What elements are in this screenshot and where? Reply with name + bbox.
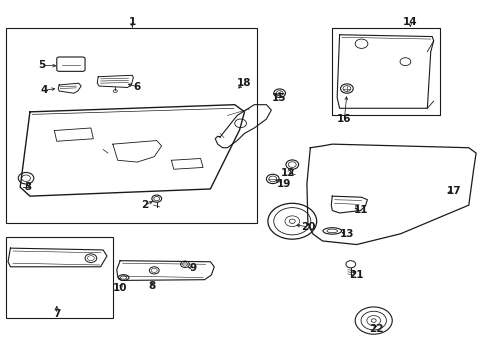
Text: 19: 19: [276, 179, 290, 189]
Text: 3: 3: [24, 182, 31, 192]
Text: 9: 9: [189, 263, 197, 273]
Text: 20: 20: [300, 222, 314, 231]
Text: 21: 21: [349, 270, 363, 280]
Text: 7: 7: [53, 310, 61, 319]
Text: 14: 14: [402, 17, 417, 27]
Text: 11: 11: [353, 206, 368, 216]
Text: 22: 22: [368, 324, 383, 334]
Text: 13: 13: [339, 229, 353, 239]
Text: 16: 16: [337, 114, 351, 124]
Text: 17: 17: [446, 186, 461, 196]
Text: 18: 18: [237, 78, 251, 88]
Text: 15: 15: [271, 93, 285, 103]
Text: 4: 4: [41, 85, 48, 95]
Text: 1: 1: [128, 17, 136, 27]
Text: 6: 6: [133, 82, 141, 92]
Bar: [5, 28, 256, 223]
Text: 10: 10: [113, 283, 127, 293]
Bar: [5, 237, 113, 318]
Text: 12: 12: [281, 168, 295, 178]
Text: 5: 5: [39, 60, 46, 70]
Bar: [331, 28, 439, 116]
Text: 2: 2: [141, 200, 148, 210]
Text: 8: 8: [148, 281, 155, 291]
